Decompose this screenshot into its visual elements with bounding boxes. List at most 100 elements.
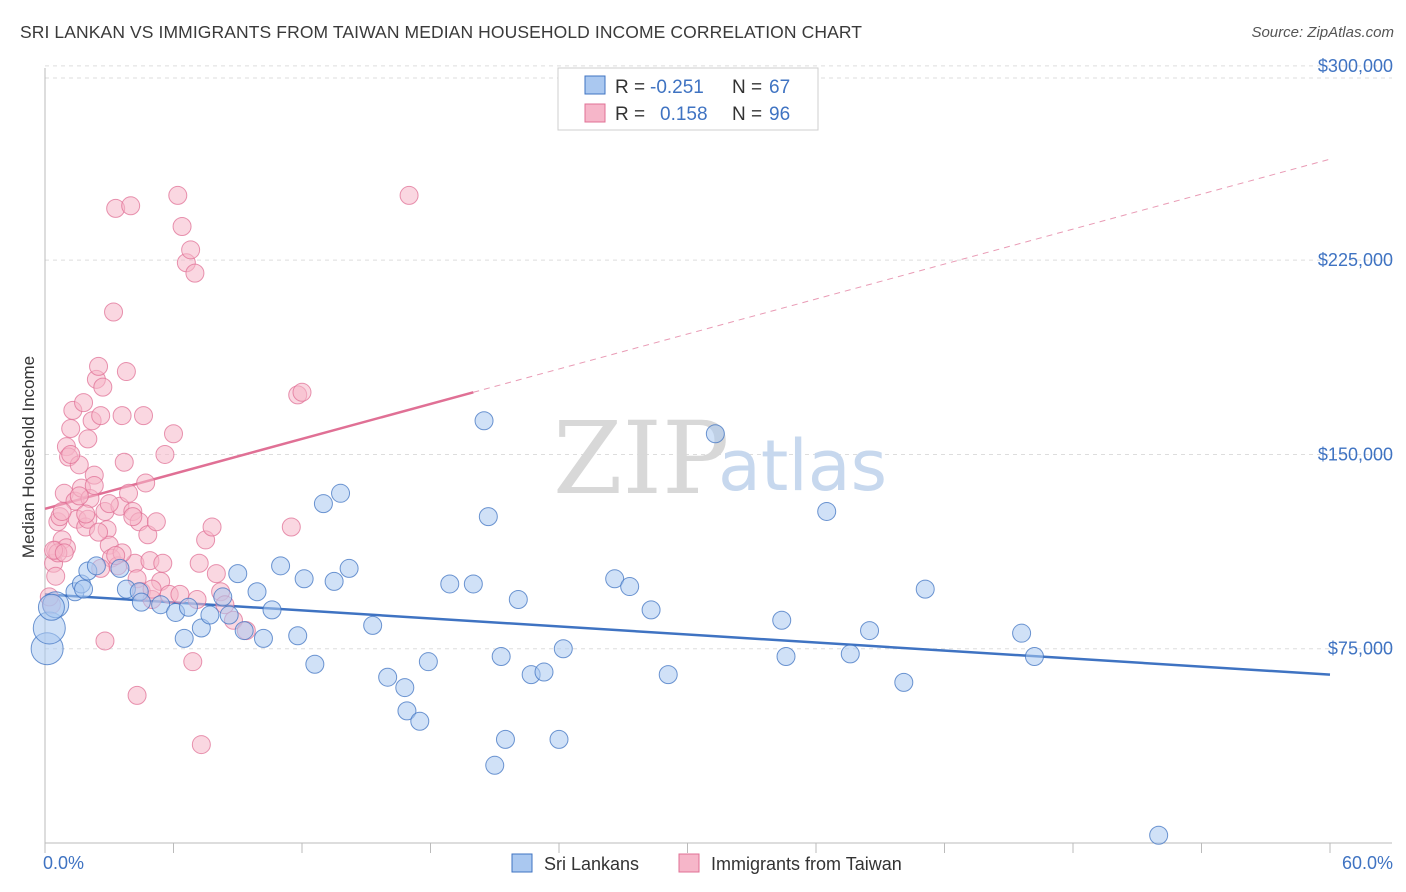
point-taiwan-44 [136, 473, 156, 493]
point-taiwan-77 [84, 476, 104, 496]
point-sri-lankan-27 [313, 494, 333, 514]
point-sri-lankan-50 [620, 577, 640, 597]
point-sri-lankan-21 [253, 628, 273, 648]
point-sri-lankan-48 [553, 639, 573, 659]
point-taiwan-33 [112, 406, 132, 426]
y-tick-label-3: $300,000 [1318, 56, 1393, 76]
point-taiwan-94 [46, 566, 66, 586]
point-sri-lankan-15 [200, 605, 220, 625]
point-sri-lankan-43 [495, 729, 515, 749]
y-tick-label-2: $225,000 [1318, 250, 1393, 270]
point-taiwan-83 [123, 507, 143, 527]
point-sri-lankan-35 [410, 711, 430, 731]
legend-n-value-2: 96 [769, 104, 790, 125]
point-sri-lankan-23 [271, 556, 291, 576]
bottom-legend: Sri Lankans Immigrants from Taiwan [511, 853, 902, 874]
point-sri-lankan-41 [485, 755, 505, 775]
point-sri-lankan-53 [705, 424, 725, 444]
point-sri-lankan-34 [397, 701, 417, 721]
point-sri-lankan-40 [478, 507, 498, 527]
point-taiwan-24 [93, 377, 113, 397]
point-taiwan-54 [172, 217, 192, 237]
point-sri-lankan-56 [817, 501, 837, 521]
legend-n-value-1: 67 [769, 77, 790, 98]
point-sri-lankan-38 [463, 574, 483, 594]
point-sri-lankan-65 [110, 558, 130, 578]
point-sri-lankan-49 [605, 569, 625, 589]
point-taiwan-50 [155, 444, 175, 464]
x-tick-label-1: 60.0% [1342, 853, 1393, 873]
point-sri-lankan-63 [1149, 825, 1169, 845]
point-taiwan-61 [206, 564, 226, 584]
point-sri-lankan-12 [174, 628, 194, 648]
chart-source: Source: ZipAtlas.com [1251, 24, 1394, 41]
point-sri-lankan-59 [894, 672, 914, 692]
bottom-legend-swatch-taiwan [678, 853, 700, 873]
legend-swatch-sri-lankans [584, 75, 606, 95]
point-sri-lankan-18 [228, 564, 248, 584]
point-taiwan-70 [183, 652, 203, 672]
point-sri-lankan-52 [658, 665, 678, 685]
point-taiwan-48 [146, 512, 166, 532]
point-taiwan-22 [89, 356, 109, 376]
point-taiwan-93 [89, 522, 109, 542]
bottom-legend-swatch-sri-lankans [511, 853, 533, 873]
point-taiwan-53 [168, 185, 188, 205]
point-taiwan-85 [61, 444, 81, 464]
y-tick-label-0: $75,000 [1328, 639, 1393, 659]
trend-line-sri-lankans [44, 593, 1331, 676]
point-sri-lankan-20 [247, 582, 267, 602]
x-tick-label-0: 0.0% [43, 853, 84, 873]
point-sri-lankan-39 [474, 411, 494, 431]
point-taiwan-66 [281, 517, 301, 537]
point-sri-lankan-55 [776, 646, 796, 666]
legend-swatch-taiwan [584, 103, 606, 123]
point-sri-lankan-31 [363, 615, 383, 635]
point-taiwan-78 [99, 494, 119, 514]
legend-r-value-1: -0.251 [650, 77, 704, 98]
point-sri-lankan-44 [508, 590, 528, 610]
trend-line-taiwan [44, 391, 474, 511]
point-sri-lankan-54 [772, 610, 792, 630]
point-taiwan-69 [399, 185, 419, 205]
point-taiwan-56 [181, 240, 201, 260]
x-tick-labels: 0.0% 60.0% [43, 853, 1393, 873]
point-taiwan-17 [78, 429, 98, 449]
point-sri-lankan-22 [262, 600, 282, 620]
bottom-legend-taiwan: Immigrants from Taiwan [711, 854, 902, 874]
point-taiwan-79 [153, 553, 173, 573]
point-sri-lankan-32 [378, 667, 398, 687]
point-taiwan-57 [185, 263, 205, 283]
watermark: ZIP atlas [553, 400, 887, 517]
point-sri-lankan-25 [294, 569, 314, 589]
point-taiwan-71 [191, 735, 211, 755]
point-sri-lankan-37 [440, 574, 460, 594]
point-sri-lankan-57 [840, 644, 860, 664]
point-taiwan-35 [116, 362, 136, 382]
point-sri-lankan-60 [915, 579, 935, 599]
watermark-zip: ZIP [553, 400, 729, 517]
point-sri-lankan-13 [178, 597, 198, 617]
trend-lines [44, 158, 1331, 676]
series-taiwan-points [39, 185, 419, 755]
point-taiwan-29 [104, 302, 124, 322]
point-sri-lankan-28 [324, 571, 344, 591]
legend-box: R = -0.251 N = 67 R = 0.158 N = 96 [557, 67, 819, 131]
point-taiwan-23 [91, 406, 111, 426]
point-sri-lankan-51 [641, 600, 661, 620]
data-points [30, 185, 1169, 845]
legend-r-label-2: R = [615, 104, 645, 125]
point-sri-lankan-62 [1024, 646, 1044, 666]
gridlines [45, 65, 1392, 650]
point-taiwan-92 [76, 504, 96, 524]
point-sri-lankan-47 [549, 729, 569, 749]
bottom-legend-sri-lankans: Sri Lankans [544, 854, 639, 874]
point-taiwan-36 [119, 483, 139, 503]
point-taiwan-52 [164, 424, 183, 444]
point-sri-lankan-6 [86, 556, 106, 576]
point-sri-lankan-46 [534, 662, 554, 682]
point-taiwan-81 [69, 486, 89, 506]
point-taiwan-80 [52, 501, 72, 521]
point-sri-lankan-30 [339, 558, 359, 578]
